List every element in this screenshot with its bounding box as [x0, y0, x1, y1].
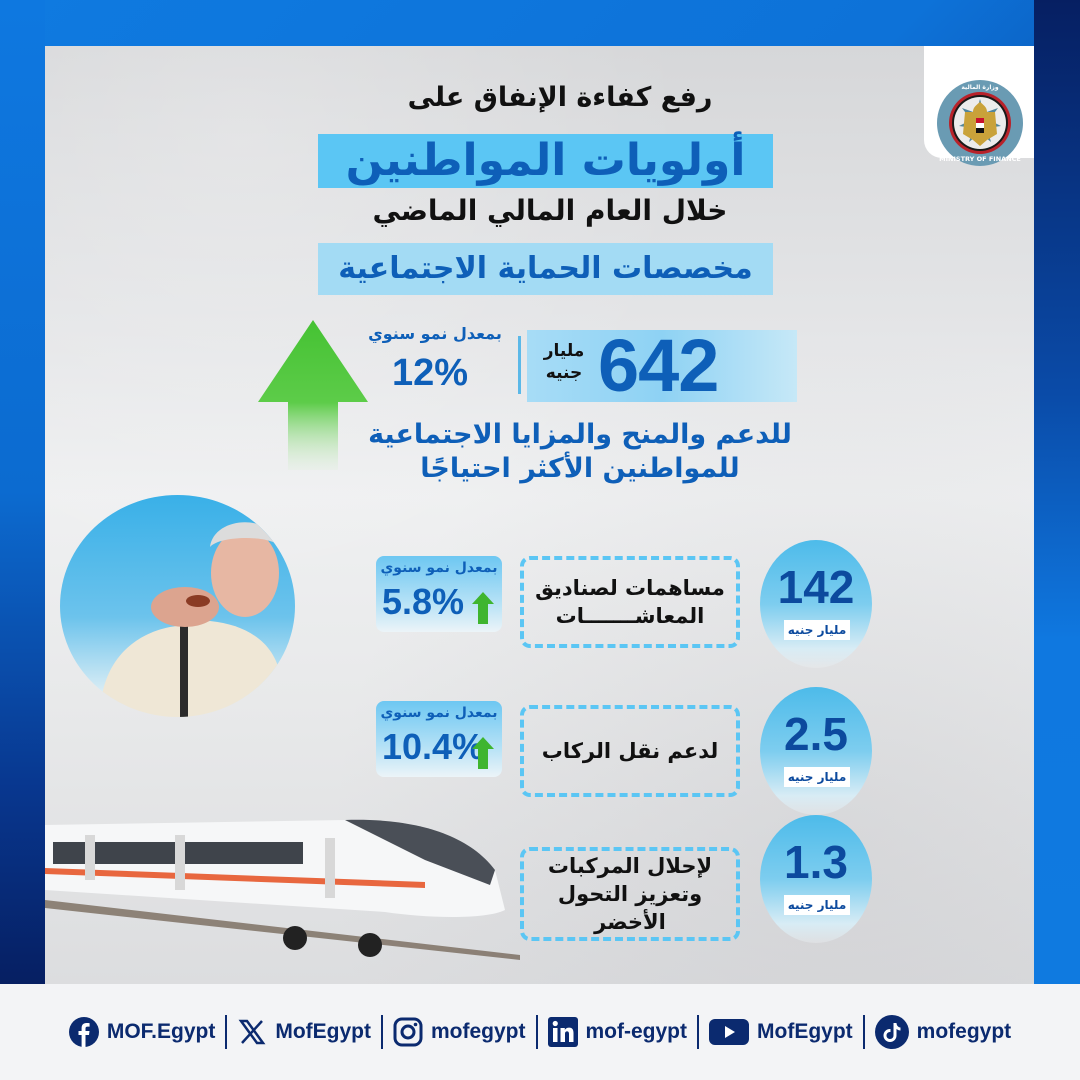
social-facebook[interactable]: MOF.Egypt — [63, 1017, 222, 1047]
hero-amount-unit: مليار جنيه — [534, 340, 594, 384]
divider — [862, 1015, 865, 1049]
divider — [225, 1015, 228, 1049]
growth-rate-value: 10.4% — [382, 726, 485, 767]
instagram-handle: mofegypt — [431, 1020, 526, 1043]
description-line1: مساهمات لصناديق — [535, 576, 725, 600]
svg-text:MINISTRY OF FINANCE: MINISTRY OF FINANCE — [939, 155, 1021, 163]
up-arrow-icon — [258, 320, 368, 470]
frame-right-border — [1034, 0, 1080, 984]
amount-circle: 1.3 مليار جنيه — [760, 815, 872, 943]
linkedin-icon — [547, 1017, 578, 1047]
divider — [697, 1015, 699, 1049]
divider — [535, 1015, 538, 1049]
instagram-icon — [393, 1017, 423, 1047]
description-text: لإحلال المركبات وتعزيز التحول الأخضر — [524, 852, 736, 936]
x-handle: MofEgypt — [275, 1020, 371, 1043]
headline-highlight: أولويات المواطنين — [318, 134, 773, 188]
hero-growth-label: بمعدل نمو سنوي — [368, 324, 502, 343]
divider — [381, 1015, 383, 1049]
description-line1: لإحلال المركبات — [547, 854, 713, 878]
amount-circle: 2.5 مليار جنيه — [760, 687, 872, 815]
youtube-handle: MofEgypt — [757, 1020, 853, 1043]
amount-circle: 142 مليار جنيه — [760, 540, 872, 668]
social-x[interactable]: MofEgypt — [231, 1017, 377, 1047]
facebook-icon — [68, 1017, 99, 1047]
headline-line1: رفع كفاءة الإنفاق على — [407, 82, 713, 113]
up-arrow-icon — [472, 592, 494, 624]
social-links: MOF.Egypt MofEgypt mofegypt — [63, 1012, 1017, 1052]
growth-rate-card: بمعدل نمو سنوي 5.8% — [376, 556, 502, 632]
amount-unit: مليار جنيه — [784, 767, 850, 787]
svg-text:وزارة المالية: وزارة المالية — [961, 84, 999, 91]
youtube-icon — [709, 1019, 749, 1045]
description-line2: وتعزيز التحول الأخضر — [557, 882, 703, 934]
description-text: لدعم نقل الركاب — [542, 737, 719, 765]
description-box: مساهمات لصناديق المعاشـــــــات — [520, 556, 740, 648]
growth-rate-label: بمعدل نمو سنوي — [380, 705, 498, 721]
hero-unit-line1: مليار — [543, 341, 585, 361]
section-title: مخصصات الحماية الاجتماعية — [318, 243, 773, 295]
elderly-man-photo — [60, 495, 295, 717]
social-footer: MOF.Egypt MofEgypt mofegypt — [0, 984, 1080, 1080]
hero-description-line2: للمواطنين الأكثر احتياجًا — [420, 453, 740, 484]
item-row-pensions: بمعدل نمو سنوي 5.8% مساهمات لصناديق المع… — [360, 540, 1020, 668]
social-tiktok[interactable]: mofegypt — [869, 1015, 1018, 1049]
amount-value: 1.3 — [784, 836, 848, 888]
frame-left-border — [0, 0, 45, 984]
x-icon — [238, 1019, 266, 1045]
social-linkedin[interactable]: mof-egypt — [542, 1017, 694, 1047]
hero-amount-highlight — [527, 330, 797, 402]
tiktok-handle: mofegypt — [916, 1020, 1012, 1043]
hero-amount: 642 — [598, 324, 719, 407]
item-row-passenger-transport: بمعدل نمو سنوي 10.4% لدعم نقل الركاب 2.5… — [360, 687, 1020, 815]
headline-line3: خلال العام المالي الماضي — [372, 194, 728, 227]
description-box: لدعم نقل الركاب — [520, 705, 740, 797]
description-line2: المعاشـــــــات — [555, 604, 705, 628]
amount-value: 2.5 — [784, 708, 848, 760]
amount-value: 142 — [777, 561, 855, 613]
growth-rate-value: 5.8% — [382, 581, 465, 622]
social-instagram[interactable]: mofegypt — [387, 1017, 532, 1047]
amount-unit: مليار جنيه — [784, 620, 850, 640]
train-image — [45, 819, 520, 960]
tiktok-icon — [874, 1015, 909, 1049]
hero-unit-line2: جنيه — [545, 363, 583, 383]
hero-description: للدعم والمنح والمزايا الاجتماعية للمواطن… — [360, 418, 800, 486]
description-text: مساهمات لصناديق المعاشـــــــات — [535, 574, 725, 630]
description-line1: لدعم نقل الركاب — [541, 739, 719, 763]
facebook-handle: MOF.Egypt — [106, 1020, 216, 1043]
ministry-of-finance-logo: MINISTRY OF FINANCE وزارة المالية — [937, 80, 1023, 166]
item-row-vehicle-replacement: لإحلال المركبات وتعزيز التحول الأخضر 1.3… — [360, 815, 1020, 953]
hero-growth-rate: 12% — [391, 352, 469, 394]
amount-unit: مليار جنيه — [784, 895, 850, 915]
linkedin-handle: mof-egypt — [585, 1020, 688, 1043]
growth-rate-card: بمعدل نمو سنوي 10.4% — [376, 701, 502, 777]
hero-description-line1: للدعم والمنح والمزايا الاجتماعية — [368, 419, 792, 450]
description-box: لإحلال المركبات وتعزيز التحول الأخضر — [520, 847, 740, 941]
growth-rate-label: بمعدل نمو سنوي — [380, 560, 498, 576]
social-youtube[interactable]: MofEgypt — [703, 1017, 859, 1047]
hero-divider — [518, 336, 521, 394]
up-arrow-icon — [472, 737, 494, 769]
